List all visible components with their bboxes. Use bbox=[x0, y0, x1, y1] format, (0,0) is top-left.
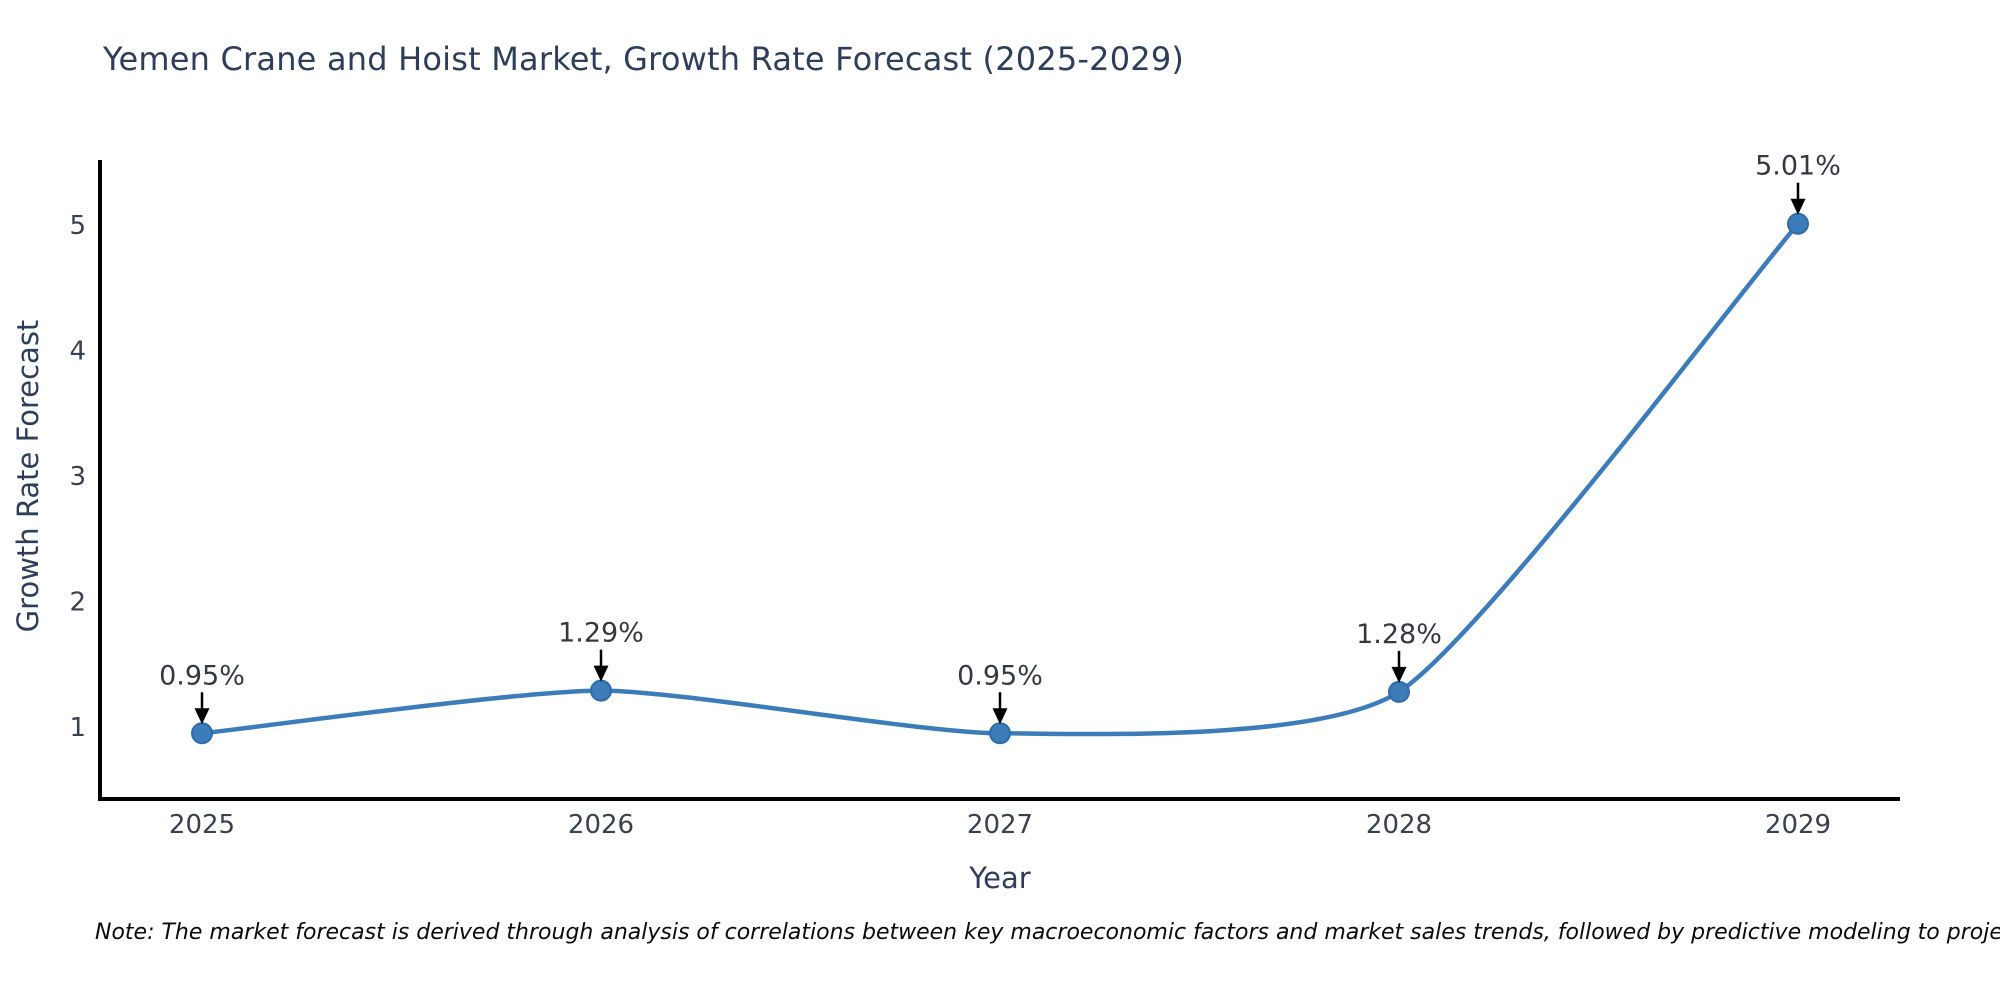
data-point-marker bbox=[989, 722, 1011, 745]
x-tick-label: 2028 bbox=[1366, 810, 1432, 840]
y-tick-label: 2 bbox=[69, 588, 86, 618]
series-layer bbox=[191, 212, 1809, 745]
annotation-label: 0.95% bbox=[957, 660, 1043, 691]
annotation-label: 0.95% bbox=[159, 660, 245, 691]
x-tick-label: 2025 bbox=[169, 810, 235, 840]
x-tick-label: 2027 bbox=[967, 810, 1033, 840]
annotation-arrowhead-icon bbox=[1391, 666, 1407, 683]
point-annotation: 0.95% bbox=[159, 660, 245, 725]
footnote: Note: The market forecast is derived thr… bbox=[95, 920, 2000, 945]
annotation-arrowhead-icon bbox=[1790, 198, 1806, 215]
point-annotation: 0.95% bbox=[957, 660, 1043, 725]
x-tick-label: 2026 bbox=[568, 810, 634, 840]
y-tick-label: 1 bbox=[69, 713, 86, 743]
annotation-arrowhead-icon bbox=[593, 665, 609, 682]
data-point-marker bbox=[590, 679, 612, 702]
series-line bbox=[199, 221, 1801, 737]
x-axis-title: Year bbox=[969, 861, 1031, 895]
y-axis-title: Growth Rate Forecast bbox=[11, 319, 45, 633]
point-annotation: 1.29% bbox=[558, 618, 644, 682]
point-annotation: 5.01% bbox=[1755, 151, 1841, 215]
annotation-label: 1.29% bbox=[558, 618, 644, 649]
y-tick-label: 4 bbox=[69, 337, 86, 367]
annotation-arrowhead-icon bbox=[992, 708, 1008, 725]
axes-layer bbox=[98, 160, 1900, 801]
annotation-layer: 0.95% 1.29% 0.95% 1.28% 5.01% bbox=[159, 151, 1841, 725]
data-point-marker bbox=[1787, 212, 1809, 235]
annotation-label: 5.01% bbox=[1755, 151, 1841, 182]
data-point-marker bbox=[1388, 680, 1410, 703]
tick-layer: 1 2 3 4 5 2025 2026 2027 2028 2029 bbox=[69, 211, 1831, 840]
annotation-arrowhead-icon bbox=[194, 708, 210, 725]
point-annotation: 1.28% bbox=[1356, 619, 1442, 683]
y-tick-label: 3 bbox=[69, 462, 86, 492]
y-tick-label: 5 bbox=[69, 211, 86, 241]
data-point-marker bbox=[191, 722, 213, 745]
chart-title: Yemen Crane and Hoist Market, Growth Rat… bbox=[103, 40, 1185, 78]
annotation-label: 1.28% bbox=[1356, 619, 1442, 650]
x-tick-label: 2029 bbox=[1765, 810, 1831, 840]
